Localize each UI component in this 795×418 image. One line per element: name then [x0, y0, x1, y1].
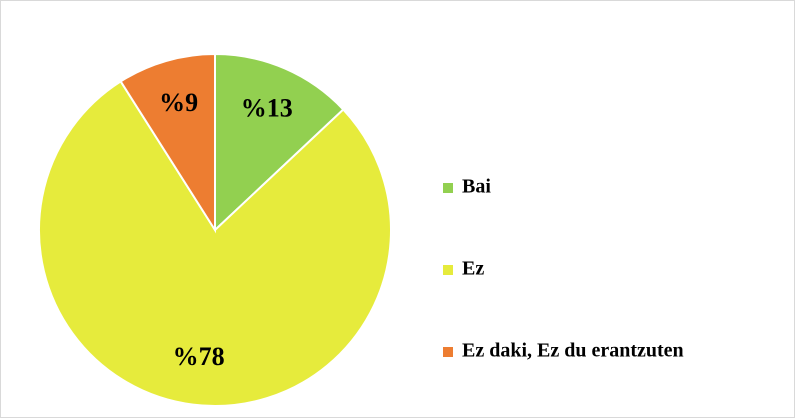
legend-label: Ez daki, Ez du erantzuten [462, 340, 684, 362]
legend-swatch [443, 265, 453, 275]
legend-swatch [443, 347, 453, 357]
legend-swatch [443, 183, 453, 193]
pie-slice [38, 80, 392, 407]
data-label: %78 [173, 342, 225, 371]
data-label: %13 [241, 93, 293, 122]
legend-label: Bai [462, 176, 491, 198]
data-label: %9 [159, 88, 198, 117]
legend-label: Ez [462, 258, 484, 280]
pie-slice [214, 52, 345, 233]
pie-slice [119, 52, 216, 234]
